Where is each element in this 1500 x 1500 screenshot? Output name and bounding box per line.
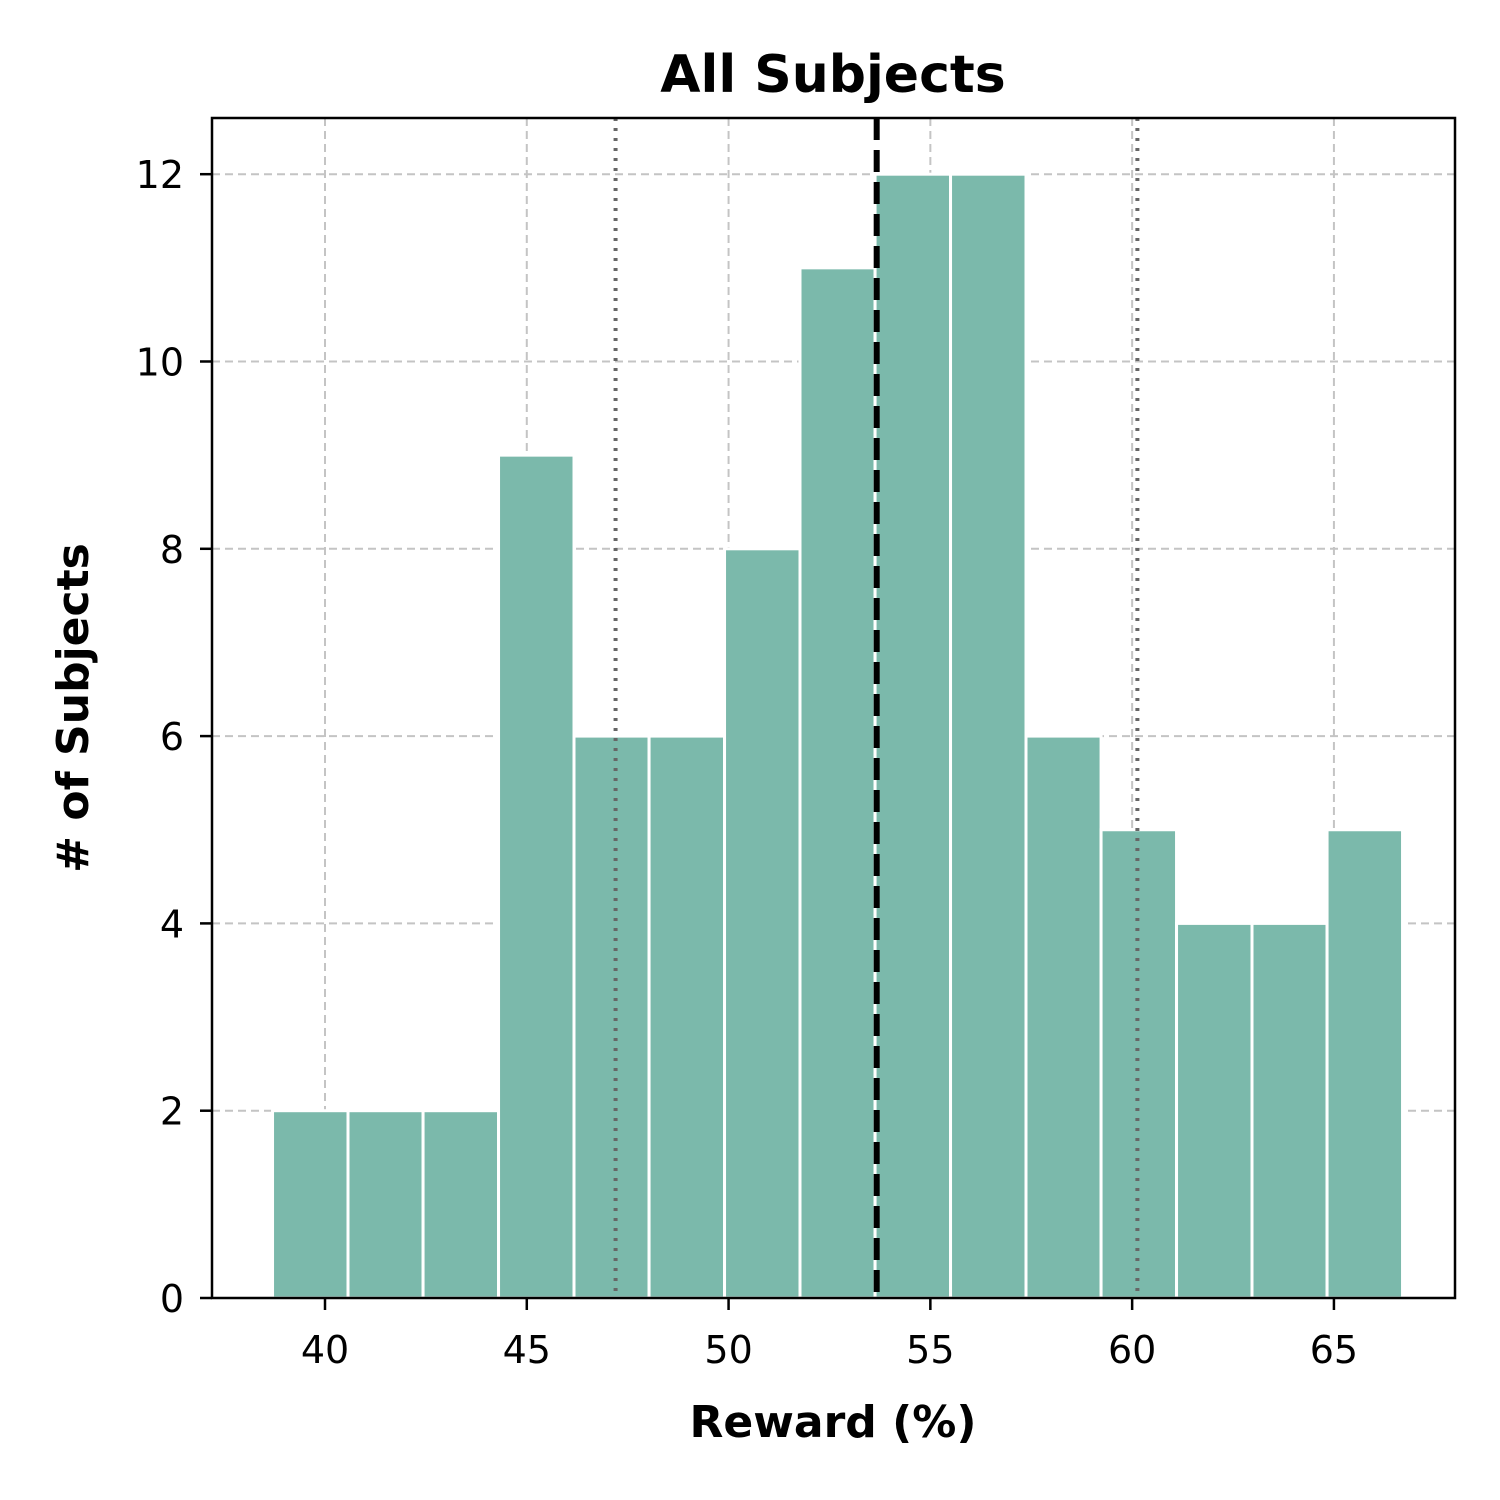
histogram-bar — [421, 1109, 501, 1300]
x-axis-label: Reward (%) — [690, 1397, 977, 1448]
y-tick-label: 8 — [160, 528, 184, 572]
x-tick-label: 55 — [906, 1328, 954, 1372]
x-tick-label: 40 — [301, 1328, 349, 1372]
histogram-bar — [1250, 921, 1329, 1300]
histogram-bar — [873, 172, 953, 1300]
x-tick-label: 50 — [704, 1328, 752, 1372]
y-tick-label: 0 — [160, 1277, 184, 1321]
histogram-bar — [798, 266, 877, 1300]
x-tick-label: 65 — [1310, 1328, 1358, 1372]
histogram-bar — [1175, 921, 1254, 1300]
histogram-bar — [1325, 828, 1405, 1300]
histogram-bar — [1024, 734, 1103, 1300]
histogram-bar — [647, 734, 727, 1300]
histogram-bars — [271, 172, 1405, 1300]
x-tick-label: 45 — [503, 1328, 551, 1372]
histogram-bar — [497, 453, 576, 1300]
axes-frame — [210, 116, 1457, 1300]
axis-ticks: 40 45 50 55 60 65 0 2 4 6 8 10 12 — [136, 153, 1358, 1372]
x-tick-label: 60 — [1108, 1328, 1156, 1372]
chart-title: All Subjects — [660, 45, 1005, 105]
histogram-bar — [949, 172, 1028, 1300]
y-tick-label: 2 — [160, 1090, 184, 1134]
reference-lines — [613, 118, 1140, 1298]
y-tick-label: 4 — [160, 902, 184, 946]
histogram-bar — [572, 734, 651, 1300]
y-axis-label: # of Subjects — [48, 543, 99, 873]
histogram-bar — [723, 547, 802, 1300]
y-tick-label: 10 — [136, 340, 184, 384]
y-tick-label: 6 — [160, 715, 184, 759]
histogram-bar — [346, 1109, 425, 1300]
y-tick-label: 12 — [136, 153, 184, 197]
histogram-bar — [271, 1109, 350, 1300]
